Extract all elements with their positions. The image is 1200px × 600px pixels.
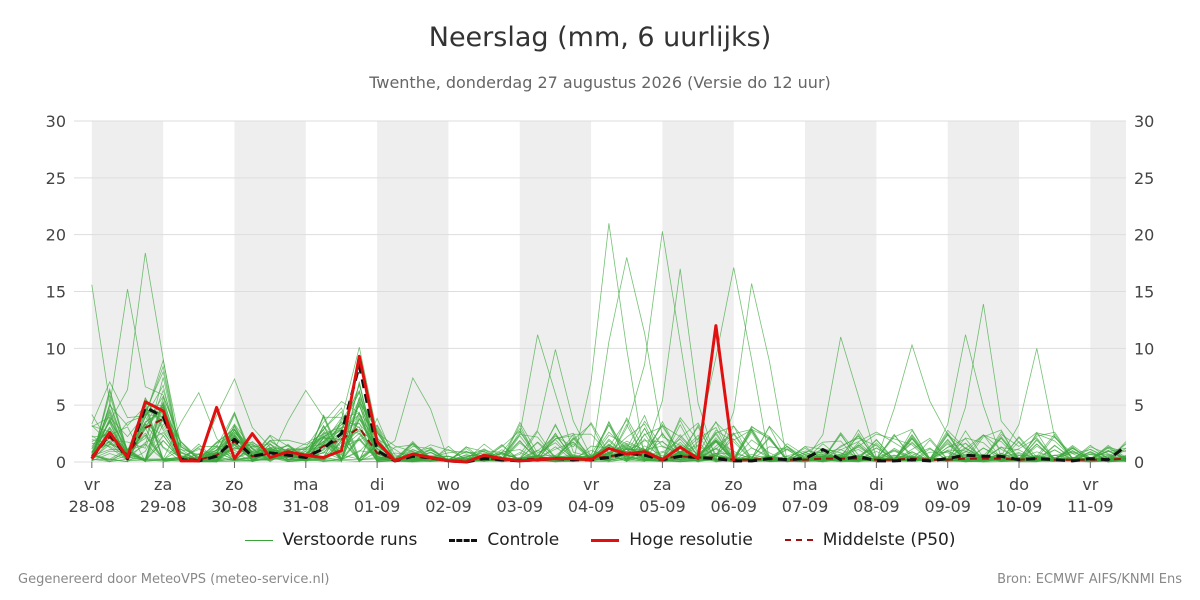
x-tick-day-09-09: wo — [936, 475, 959, 494]
x-tick-date-31-08: 31-08 — [283, 497, 330, 516]
ensemble-run-41 — [91, 410, 1127, 463]
y-tick-left-10: 10 — [46, 339, 66, 358]
x-tick-date-02-09: 02-09 — [425, 497, 472, 516]
x-tick-day-31-08: ma — [293, 475, 318, 494]
grid-lines — [74, 120, 1126, 463]
footer-generator: Gegenereerd door MeteoVPS (meteo-service… — [18, 572, 330, 587]
legend-label-high-res: Hoge resolutie — [629, 530, 753, 550]
y-tick-right-25: 25 — [1134, 169, 1154, 188]
ensemble-run-49 — [91, 390, 1127, 463]
x-tick-date-08-09: 08-09 — [853, 497, 900, 516]
ensemble-run-44 — [91, 389, 1127, 463]
x-tick-date-30-08: 30-08 — [211, 497, 258, 516]
y-tick-right-20: 20 — [1134, 226, 1154, 245]
y-tick-left-30: 30 — [46, 112, 66, 131]
axes: 0 0 5 5 10 10 15 15 20 20 25 25 30 30 vr 28-08 za 29-08 zo… — [46, 112, 1155, 516]
legend-swatch-median — [784, 539, 813, 541]
legend-label-median: Middelste (P50) — [822, 530, 956, 550]
x-tick-date-04-09: 04-09 — [568, 497, 615, 516]
y-tick-right-0: 0 — [1134, 453, 1144, 472]
footer-source: Bron: ECMWF AIFS/KNMI Ens — [997, 572, 1182, 587]
series-line-median — [91, 417, 1127, 462]
legend-label-control: Controle — [487, 530, 560, 550]
y-tick-left-15: 15 — [46, 283, 66, 302]
x-tick-day-03-09: do — [510, 475, 530, 494]
x-tick-day-01-09: di — [370, 475, 385, 494]
chart-subtitle: Twenthe, donderdag 27 augustus 2026 (Ver… — [369, 73, 831, 92]
legend-item-high-res[interactable]: Hoge resolutie — [591, 530, 753, 550]
legend-item-ensemble[interactable]: Verstoorde runs — [244, 530, 418, 550]
legend-swatch-ensemble — [244, 539, 273, 541]
x-tick-day-04-09: vr — [583, 475, 599, 494]
x-tick-day-28-08: vr — [84, 475, 100, 494]
x-tick-day-11-09: vr — [1082, 475, 1098, 494]
y-tick-left-0: 0 — [56, 453, 66, 472]
y-tick-right-5: 5 — [1134, 396, 1144, 415]
x-tick-date-06-09: 06-09 — [710, 497, 757, 516]
x-tick-date-29-08: 29-08 — [140, 497, 187, 516]
chart-title: Neerslag (mm, 6 uurlijks) — [428, 22, 772, 53]
y-tick-left-5: 5 — [56, 396, 66, 415]
x-tick-day-29-08: za — [154, 475, 172, 494]
x-tick-day-02-09: wo — [437, 475, 460, 494]
x-tick-day-05-09: za — [653, 475, 671, 494]
y-tick-right-30: 30 — [1134, 112, 1154, 131]
x-tick-date-09-09: 09-09 — [924, 497, 971, 516]
y-tick-left-25: 25 — [46, 169, 66, 188]
ensemble-run-45 — [91, 403, 1127, 463]
x-tick-day-06-09: zo — [725, 475, 743, 494]
series-line-control — [90, 363, 1127, 464]
legend: Verstoorde runs Controle Hoge resolutie … — [0, 530, 1200, 550]
x-tick-day-30-08: zo — [225, 475, 243, 494]
legend-item-median[interactable]: Middelste (P50) — [784, 530, 956, 550]
y-tick-right-15: 15 — [1134, 283, 1154, 302]
x-tick-date-05-09: 05-09 — [639, 497, 686, 516]
legend-label-ensemble: Verstoorde runs — [282, 530, 418, 550]
ensemble-run-47 — [91, 424, 1127, 463]
legend-swatch-control — [449, 538, 478, 542]
y-tick-right-10: 10 — [1134, 339, 1154, 358]
series-line-high-res — [90, 324, 736, 464]
legend-swatch-high-res — [591, 538, 620, 542]
main-series — [90, 324, 1127, 464]
x-tick-date-07-09: 07-09 — [782, 497, 829, 516]
x-tick-date-10-09: 10-09 — [996, 497, 1043, 516]
x-tick-date-03-09: 03-09 — [497, 497, 544, 516]
x-tick-day-10-09: do — [1009, 475, 1029, 494]
x-tick-date-28-08: 28-08 — [69, 497, 116, 516]
x-tick-day-08-09: di — [869, 475, 884, 494]
y-tick-left-20: 20 — [46, 226, 66, 245]
x-tick-date-11-09: 11-09 — [1067, 497, 1114, 516]
x-tick-day-07-09: ma — [792, 475, 817, 494]
legend-item-control[interactable]: Controle — [449, 530, 559, 550]
x-tick-date-01-09: 01-09 — [354, 497, 401, 516]
